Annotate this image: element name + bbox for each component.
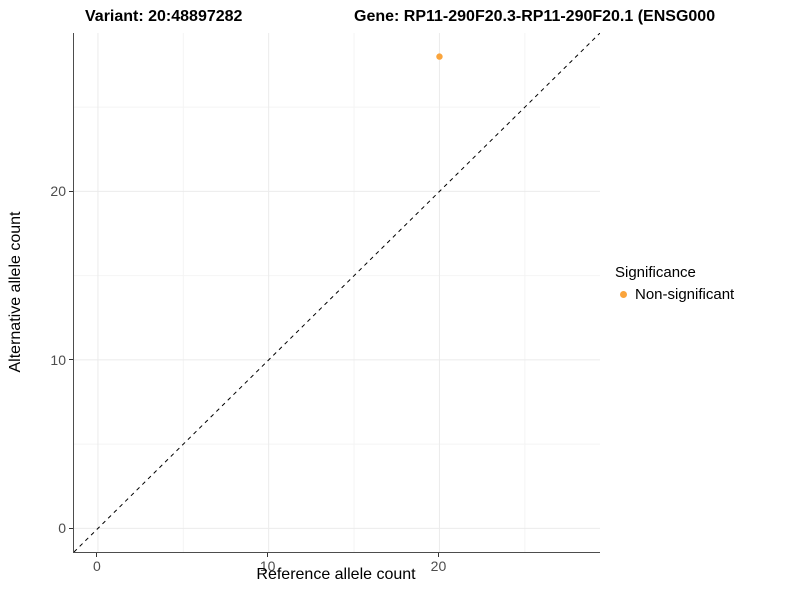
legend: Significance Non-significant: [615, 264, 734, 303]
x-tick-label: 20: [430, 558, 447, 574]
x-tick-label: 10: [259, 558, 276, 574]
y-axis-label: Alternative allele count: [7, 211, 24, 373]
legend-point-icon: [620, 291, 627, 298]
x-tick-mark: [96, 553, 98, 557]
plot-title-gene: Gene: RP11-290F20.3-RP11-290F20.1 (ENSG0…: [354, 8, 716, 25]
y-tick-mark: [69, 359, 73, 361]
identity-line: [74, 33, 600, 552]
plot-title-variant: Variant: 20:48897282: [85, 8, 243, 25]
x-tick-mark: [267, 553, 269, 557]
legend-entries: Non-significant: [615, 286, 734, 303]
y-tick-label: 20: [50, 183, 66, 200]
data-point: [436, 53, 443, 60]
plot-panel-canvas: [74, 33, 600, 552]
y-tick-label: 0: [58, 520, 66, 537]
y-tick-label: 10: [50, 351, 66, 368]
x-axis-label: Reference allele count: [256, 566, 416, 583]
legend-entry-label: Non-significant: [635, 286, 735, 303]
plot-panel: [73, 33, 600, 553]
y-tick-mark: [69, 190, 73, 192]
x-tick-label: 0: [93, 558, 101, 574]
y-tick-mark: [69, 527, 73, 529]
x-tick-mark: [437, 553, 439, 557]
legend-entry: Non-significant: [615, 286, 734, 303]
legend-title: Significance: [615, 264, 696, 281]
